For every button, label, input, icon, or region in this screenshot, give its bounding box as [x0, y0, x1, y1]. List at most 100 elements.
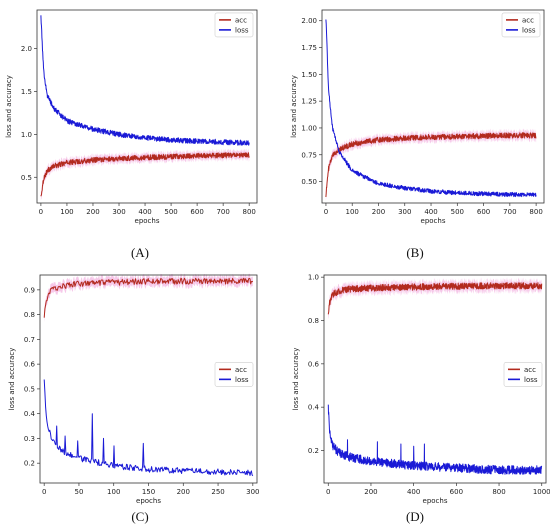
legend-label-acc: acc [235, 366, 247, 374]
plot-frame [36, 9, 258, 204]
y-tick-label: 1.75 [301, 44, 317, 52]
x-tick-label: 300 [398, 208, 411, 216]
x-tick-label: 800 [529, 208, 542, 216]
legend-box [214, 362, 254, 387]
y-tick-label: 0.4 [308, 404, 320, 412]
x-tick-label: 500 [164, 208, 177, 216]
y-tick-label: 0.50 [301, 178, 317, 186]
series-acc-line [43, 277, 254, 318]
x-tick-label: 800 [492, 488, 505, 496]
y-tick-label: 1.0 [308, 274, 319, 282]
plot-area [37, 10, 257, 203]
x-axis-label: epochs [135, 217, 160, 225]
y-axis-label: loss and accuracy [292, 348, 300, 411]
series-group [327, 277, 543, 475]
x-tick-label: 800 [243, 208, 256, 216]
series-loss-line [43, 379, 254, 477]
y-tick-label: 0.3 [24, 435, 35, 443]
x-tick-label: 100 [107, 488, 120, 496]
chart-panel-c: 0 50 100 150 200 250 300 0.2 0.3 0.4 0.5 0.6 0.7 0.8 0… [8, 273, 260, 524]
x-tick-label: 0 [324, 208, 328, 216]
y-tick-label: 0.5 [24, 385, 35, 393]
panel-label: (B) [406, 245, 423, 260]
x-tick-label: 700 [503, 208, 516, 216]
y-tick-label: 1.0 [21, 131, 32, 139]
y-tick-label: 1.5 [21, 88, 32, 96]
series-acc-line [327, 282, 543, 315]
y-tick-label: 0.6 [308, 360, 320, 368]
x-tick-label: 600 [190, 208, 203, 216]
x-axis-label: epochs [423, 497, 448, 505]
x-axis-label: epochs [421, 217, 446, 225]
x-tick-label: 0 [39, 208, 43, 216]
panel-label: (C) [131, 509, 148, 524]
y-tick-label: 0.4 [24, 410, 36, 418]
series-group [325, 19, 537, 202]
y-tick-label: 0.9 [24, 286, 35, 294]
chart-panel-b: 0 100 200 300 400 500 600 700 800 0.50 0.75 1.00 1.2… [290, 9, 545, 260]
x-tick-label: 400 [424, 208, 437, 216]
x-tick-label: 600 [450, 488, 463, 496]
legend-box [503, 362, 543, 387]
legend-label-loss: loss [522, 26, 536, 34]
y-tick-label: 1.25 [301, 98, 317, 106]
legend-box [501, 12, 541, 38]
y-tick-label: 0.75 [301, 151, 317, 159]
x-axis-label: epochs [136, 497, 161, 505]
panel-label: (A) [131, 245, 149, 260]
y-tick-label: 0.5 [21, 174, 32, 182]
plot-frame [323, 274, 547, 484]
x-tick-label: 500 [451, 208, 464, 216]
series-acc-band [44, 273, 253, 323]
x-tick-label: 700 [216, 208, 229, 216]
plot-area [322, 10, 544, 203]
y-tick-label: 1.50 [301, 71, 317, 79]
plot-frame [321, 9, 545, 204]
y-tick-label: 0.2 [308, 447, 319, 455]
x-tick-label: 100 [60, 208, 73, 216]
x-tick-label: 150 [142, 488, 155, 496]
x-tick-label: 0 [326, 488, 330, 496]
series-loss-line [40, 15, 250, 146]
legend: acc loss [214, 12, 254, 38]
x-tick-label: 1000 [533, 488, 550, 496]
chart-panel-a: 0 100 200 300 400 500 600 700 800 0.5 1.0 1.5 2.0 epo… [5, 9, 258, 260]
legend-label-acc: acc [524, 366, 536, 374]
legend-box [214, 12, 254, 38]
y-tick-label: 1.00 [301, 124, 317, 132]
x-tick-label: 200 [177, 488, 190, 496]
x-tick-label: 250 [211, 488, 224, 496]
y-axis-label: loss and accuracy [290, 75, 298, 138]
y-tick-label: 0.7 [24, 336, 35, 344]
legend-label-loss: loss [524, 376, 538, 384]
legend-label-acc: acc [235, 16, 247, 24]
y-tick-label: 2.00 [301, 17, 317, 25]
x-tick-label: 200 [364, 488, 377, 496]
legend: acc loss [214, 362, 254, 387]
y-axis-label: loss and accuracy [8, 348, 16, 411]
x-tick-label: 200 [372, 208, 385, 216]
series-loss-line [325, 19, 537, 198]
y-tick-label: 0.8 [24, 311, 35, 319]
x-tick-label: 300 [246, 488, 259, 496]
y-axis-label: loss and accuracy [5, 75, 13, 138]
y-tick-label: 0.6 [24, 361, 36, 369]
legend-label-loss: loss [235, 376, 249, 384]
legend-label-loss: loss [235, 26, 249, 34]
x-tick-label: 0 [42, 488, 46, 496]
x-tick-label: 200 [86, 208, 99, 216]
series-loss-line [327, 404, 543, 475]
series-group [40, 15, 250, 201]
x-tick-label: 300 [112, 208, 125, 216]
legend: acc loss [503, 362, 543, 387]
series-group [43, 273, 254, 477]
chart-panel-d: 0 200 400 600 800 1000 0.2 0.4 0.6 0.8 1.0 epochs lo… [292, 274, 550, 524]
legend: acc loss [501, 12, 541, 38]
legend-label-acc: acc [522, 16, 534, 24]
x-tick-label: 400 [138, 208, 151, 216]
series-acc-line [40, 152, 250, 197]
x-tick-label: 400 [407, 488, 420, 496]
y-tick-label: 2.0 [21, 45, 32, 53]
x-tick-label: 50 [74, 488, 83, 496]
